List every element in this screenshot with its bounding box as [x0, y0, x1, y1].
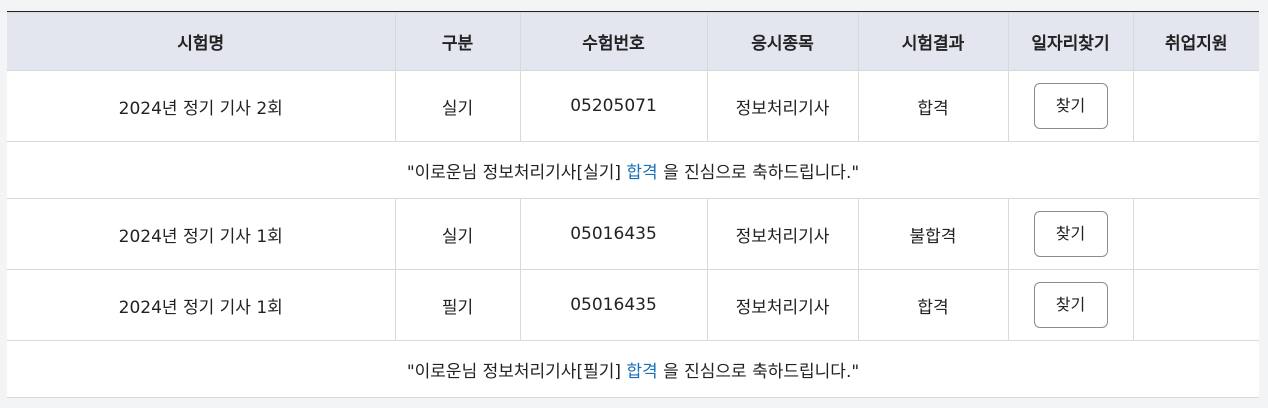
message-prefix: "이로운님 정보처리기사[필기] [406, 361, 627, 382]
find-job-button[interactable]: 찾기 [1033, 83, 1108, 129]
exam-number-cell: 05016435 [519, 198, 708, 270]
message-prefix: "이로운님 정보처리기사[실기] [406, 162, 627, 183]
category-cell: 실기 [394, 70, 521, 142]
message-suffix: 을 진심으로 축하드립니다." [657, 361, 860, 382]
exam-results-panel: 시험명 구분 수험번호 응시종목 시험결과 일자리찾기 취업지원 2024년 정… [7, 11, 1259, 398]
result-cell: 합격 [857, 269, 1009, 341]
header-employment-support: 취업지원 [1132, 12, 1259, 71]
header-category: 구분 [394, 12, 521, 71]
exam-name-cell: 2024년 정기 기사 1회 [7, 269, 396, 341]
congratulation-row: "이로운님 정보처리기사[실기] 합격 을 진심으로 축하드립니다." [7, 141, 1259, 199]
find-job-button[interactable]: 찾기 [1033, 211, 1108, 257]
table-row: 2024년 정기 기사 1회 실기 05016435 정보처리기사 불합격 찾기 [7, 198, 1259, 270]
message-suffix: 을 진심으로 축하드립니다." [657, 162, 860, 183]
category-cell: 필기 [394, 269, 521, 341]
table-row: 2024년 정기 기사 2회 실기 05205071 정보처리기사 합격 찾기 [7, 70, 1259, 142]
message-result-highlight: 합격 [626, 162, 658, 183]
result-cell: 불합격 [857, 198, 1009, 270]
job-search-cell: 찾기 [1007, 70, 1134, 142]
exam-results-table: 시험명 구분 수험번호 응시종목 시험결과 일자리찾기 취업지원 2024년 정… [7, 12, 1259, 398]
header-result: 시험결과 [857, 12, 1009, 71]
subject-cell: 정보처리기사 [706, 70, 859, 142]
subject-cell: 정보처리기사 [706, 198, 859, 270]
result-cell: 합격 [857, 70, 1009, 142]
congratulation-message: "이로운님 정보처리기사[실기] 합격 을 진심으로 축하드립니다." [7, 141, 1259, 199]
job-search-cell: 찾기 [1007, 269, 1134, 341]
header-subject: 응시종목 [706, 12, 859, 71]
employment-support-cell [1132, 70, 1259, 142]
congratulation-message: "이로운님 정보처리기사[필기] 합격 을 진심으로 축하드립니다." [7, 340, 1259, 398]
table-row: 2024년 정기 기사 1회 필기 05016435 정보처리기사 합격 찾기 [7, 269, 1259, 341]
exam-name-cell: 2024년 정기 기사 1회 [7, 198, 396, 270]
exam-name-cell: 2024년 정기 기사 2회 [7, 70, 396, 142]
header-exam-number: 수험번호 [519, 12, 708, 71]
table-header-row: 시험명 구분 수험번호 응시종목 시험결과 일자리찾기 취업지원 [7, 12, 1259, 71]
subject-cell: 정보처리기사 [706, 269, 859, 341]
category-cell: 실기 [394, 198, 521, 270]
employment-support-cell [1132, 198, 1259, 270]
header-job-search: 일자리찾기 [1007, 12, 1134, 71]
congratulation-row: "이로운님 정보처리기사[필기] 합격 을 진심으로 축하드립니다." [7, 340, 1259, 398]
find-job-button[interactable]: 찾기 [1033, 282, 1108, 328]
exam-number-cell: 05205071 [519, 70, 708, 142]
job-search-cell: 찾기 [1007, 198, 1134, 270]
employment-support-cell [1132, 269, 1259, 341]
exam-number-cell: 05016435 [519, 269, 708, 341]
header-exam-name: 시험명 [7, 12, 396, 71]
message-result-highlight: 합격 [626, 361, 658, 382]
